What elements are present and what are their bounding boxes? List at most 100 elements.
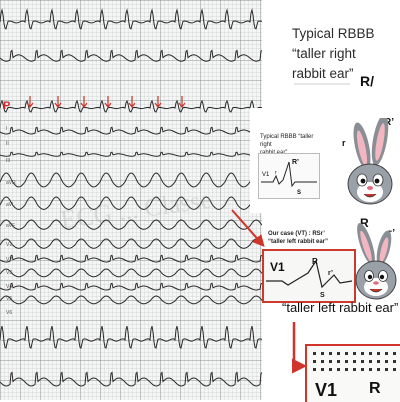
p-wave-label: P xyxy=(3,100,11,112)
top-panel xyxy=(262,0,400,100)
zoom-grid-dot xyxy=(337,360,340,363)
case-s-label: S xyxy=(320,292,325,299)
zoom-grid-dot xyxy=(361,360,364,363)
lead-label-i: I xyxy=(6,126,8,132)
ecg-trace-lead-8 xyxy=(0,254,262,263)
ecg-trace-lead-2 xyxy=(0,126,262,135)
ecg-trace-lead-6 xyxy=(0,219,262,230)
ecg-trace-lead-7 xyxy=(0,238,262,249)
bottom-caption: “taller left rabbit ear” xyxy=(282,300,399,315)
ecg-trace-lead-9 xyxy=(0,268,262,278)
typical-ecg-inset: V1 r R’ S xyxy=(258,153,320,199)
case-caption: Our case (VT) : RSr’ “taller left rabbit… xyxy=(268,230,358,246)
zoom-grid-dot xyxy=(393,360,396,363)
zoom-grid-dot xyxy=(329,368,332,371)
zoom-grid-dot xyxy=(329,360,332,363)
case-r-label: R xyxy=(312,257,318,266)
zoom-grid-dot xyxy=(345,368,348,371)
typical-caption-line1: Typical RBBB “taller right xyxy=(260,134,314,148)
top-panel-title: Typical RBBB “taller right rabbit ear” xyxy=(292,24,400,84)
ecg-trace-lead-4 xyxy=(0,172,262,188)
bunny1-r-prime-label: R’ xyxy=(384,117,394,128)
zoom-grid-dot xyxy=(369,360,372,363)
typical-s-label: S xyxy=(297,190,301,196)
lead-label-v3: V3 xyxy=(6,270,13,276)
p-wave-arrow-icon-2 xyxy=(54,96,62,108)
zoom-grid-dot xyxy=(369,352,372,355)
ecg-trace-lead-5 xyxy=(0,196,262,210)
lead-label-iii: III xyxy=(6,158,11,164)
ecg-trace-bottom-1 xyxy=(0,325,262,349)
zoom-grid-dot xyxy=(385,368,388,371)
zoom-grid-dot xyxy=(321,368,324,371)
lead-label-v5: V5 xyxy=(6,296,13,302)
zoom-grid-dot xyxy=(377,368,380,371)
lead-label-v2: V2 xyxy=(6,257,13,263)
top-panel-trace: R/ xyxy=(294,73,374,89)
lead-label-v4: V4 xyxy=(6,284,13,290)
zoomed-grid xyxy=(313,352,396,371)
arrow-to-case-icon xyxy=(231,209,265,247)
ecg-trace-top-1 xyxy=(0,8,262,30)
zoom-grid-dot xyxy=(337,368,340,371)
zoom-grid-dot xyxy=(313,352,316,355)
ecg-trace-lead-3 xyxy=(0,151,262,157)
typical-rsr-trace: V1 r R’ S xyxy=(261,159,317,196)
zoom-grid-dot xyxy=(361,368,364,371)
zoom-grid-dot xyxy=(377,360,380,363)
zoom-grid-dot xyxy=(329,352,332,355)
lead-label-avl: aVL xyxy=(6,202,15,208)
ecg-trace-top-2 xyxy=(0,49,262,62)
ecg-trace-bottom-2 xyxy=(0,371,262,387)
zoom-grid-dot xyxy=(353,352,356,355)
p-wave-arrow-icon-5 xyxy=(128,96,136,108)
typical-r-label: r xyxy=(275,170,277,176)
zoom-grid-dot xyxy=(377,352,380,355)
zoom-grid-dot xyxy=(369,368,372,371)
typical-r-prime-label: R’ xyxy=(292,159,299,166)
top-title-line1: Typical RBBB “taller right xyxy=(292,26,375,61)
lead-label-v1: V1 xyxy=(6,242,13,248)
bunny2-r-big-label: R xyxy=(360,216,369,230)
top-panel-fragment: R/ xyxy=(360,73,374,89)
ecg-traces xyxy=(0,8,262,387)
zoomed-lead-label: V1 xyxy=(315,380,338,400)
zoom-grid-dot xyxy=(313,368,316,371)
zoomed-r-label: R xyxy=(369,380,381,397)
p-wave-arrow-icon-6 xyxy=(154,96,162,108)
zoom-grid-dot xyxy=(321,360,324,363)
p-wave-arrow-icon-1 xyxy=(26,96,34,108)
zoom-grid-dot xyxy=(345,352,348,355)
zoom-grid-dot xyxy=(321,352,324,355)
rabbit-case-icon xyxy=(355,222,397,300)
lead-label-v6: V6 xyxy=(6,310,13,316)
case-ecg-inset: V1 R r’ S xyxy=(262,249,356,303)
bunny1-r-label: r xyxy=(342,138,346,148)
lead-label-avf: aVF xyxy=(6,223,16,229)
case-caption-line1: Our case (VT) : RSr’ xyxy=(268,231,325,237)
zoom-grid-dot xyxy=(345,360,348,363)
lead-label-avr: aVR xyxy=(6,180,16,186)
p-wave-arrow-icon-4 xyxy=(104,96,112,108)
zoom-grid-dot xyxy=(353,368,356,371)
zoom-grid-dot xyxy=(337,352,340,355)
typical-lead-label: V1 xyxy=(262,172,270,178)
lead-label-ii: II xyxy=(6,141,9,147)
case-r-prime-label: r’ xyxy=(328,270,333,277)
ecg-trace-lead-1 xyxy=(0,99,262,113)
zoom-grid-dot xyxy=(313,360,316,363)
case-caption-line2: “taller left rabbit ear” xyxy=(268,239,329,245)
zoom-grid-dot xyxy=(385,352,388,355)
bunny2-r-prime-label: r’ xyxy=(388,228,396,239)
case-lead-label: V1 xyxy=(270,260,285,274)
zoom-grid-dot xyxy=(393,352,396,355)
zoom-grid-dot xyxy=(385,360,388,363)
zoom-grid-dot xyxy=(353,360,356,363)
top-title-line2: rabbit ear” xyxy=(292,66,354,81)
p-wave-arrow-icon-7 xyxy=(178,96,186,108)
zoom-grid-dot xyxy=(361,352,364,355)
p-wave-arrow-icon-3 xyxy=(80,96,88,108)
ecg-trace-lead-10 xyxy=(0,282,262,291)
ecg-trace-lead-11 xyxy=(0,295,262,305)
rabbit-icon xyxy=(347,118,393,205)
